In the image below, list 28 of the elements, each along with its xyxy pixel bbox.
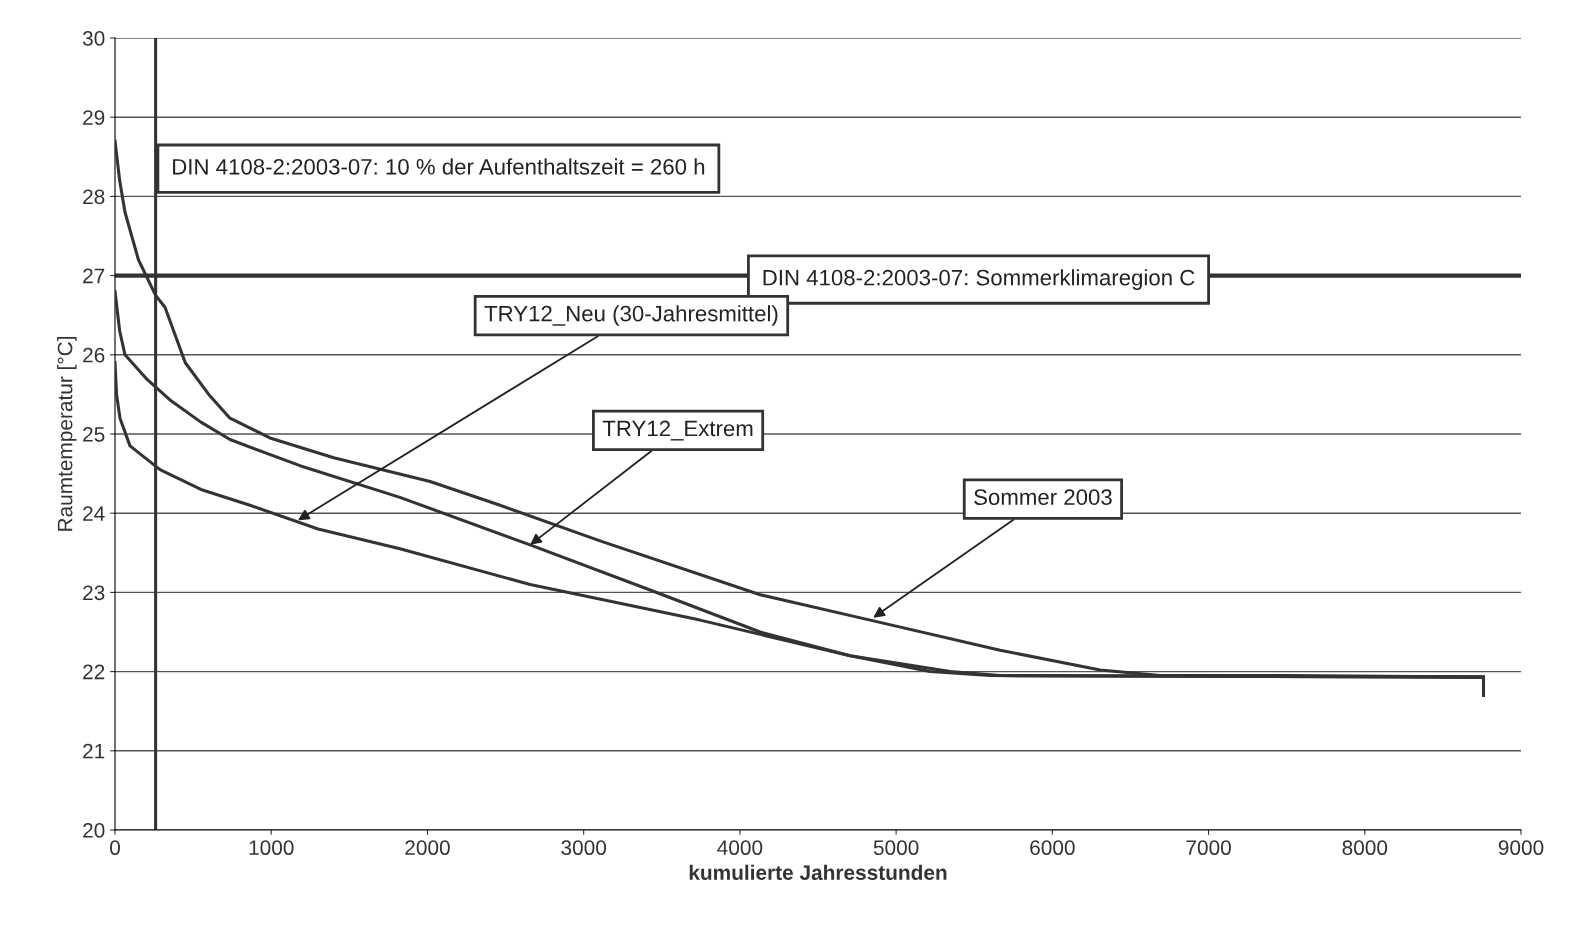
y-axis-title: Raumtemperatur [°C] [57, 336, 77, 531]
y-tick-label: 20 [83, 823, 105, 838]
y-tick-label: 22 [83, 664, 105, 680]
x-tick-label: 6000 [1030, 840, 1075, 856]
annotation: TRY12_Extrem [602, 420, 753, 441]
x-tick-label: 4000 [717, 840, 763, 856]
y-tick-label: 29 [83, 110, 105, 125]
annotation: Sommer 2003 [974, 489, 1112, 506]
x-tick-label: 8000 [1342, 840, 1388, 856]
x-tick-label: 3000 [561, 840, 607, 856]
x-tick-label: 5000 [873, 840, 919, 856]
x-tick-label: 2000 [405, 840, 450, 856]
x-tick-label: 1000 [249, 840, 294, 856]
y-tick-label: 30 [82, 31, 105, 46]
y-tick-label: 26 [83, 347, 105, 363]
y-tick-label: 28 [83, 189, 105, 205]
ref-line-label: DIN 4108-2:2003-07: 10 % der Aufenthaltszeit = 260 h [173, 158, 705, 175]
x-tick-label: 7000 [1186, 840, 1231, 856]
y-tick-label: 27 [83, 268, 105, 284]
y-tick-label: 23 [83, 585, 105, 601]
annotation: DIN 4108-2:2003-07: Sommerklimaregion C [763, 269, 1195, 290]
y-tick-label: 24 [83, 506, 105, 521]
y-tick-label: 25 [83, 427, 105, 442]
x-axis-title: kumulierte Jahresstunden [689, 864, 947, 880]
x-tick-label: 0 [110, 840, 120, 856]
annotation: TRY12_Neu (30-Jahresmittel) [484, 305, 778, 326]
y-tick-label: 21 [83, 743, 105, 759]
x-tick-label: 9000 [1498, 840, 1544, 856]
